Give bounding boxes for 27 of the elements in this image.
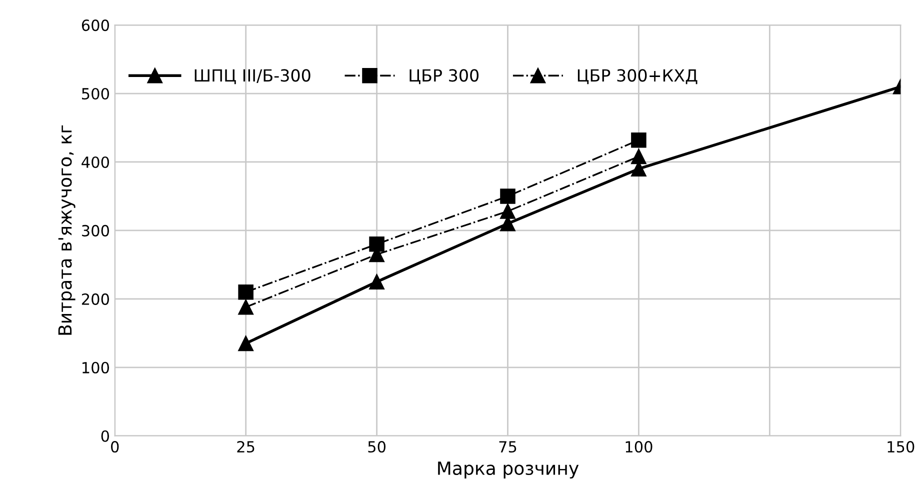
x-tick-label: 150	[888, 441, 914, 453]
y-tick-label: 0	[101, 430, 109, 442]
x-tick-label: 25	[237, 441, 254, 453]
y-tick-label: 300	[82, 224, 109, 236]
x-tick-label: 50	[368, 441, 386, 453]
point	[238, 336, 254, 352]
y-tick-label: 100	[82, 362, 109, 374]
y-tick-label: 500	[82, 88, 109, 100]
y-tick-label: 200	[82, 293, 109, 305]
x-tick-label: 0	[111, 441, 119, 453]
legend-label: ШПЦ III/Б-300	[194, 69, 310, 84]
point	[631, 148, 646, 164]
x-tick-label: 75	[499, 441, 516, 453]
y-tick-label: 400	[82, 156, 109, 168]
x-tick-label: 100	[626, 441, 652, 453]
y-axis-title: Витрата в'яжучого, кг	[58, 125, 76, 335]
legend-label: ЦБР 300+КХД	[578, 69, 698, 84]
point	[238, 284, 254, 300]
point	[369, 236, 384, 252]
point	[500, 204, 516, 219]
y-tick-label: 600	[82, 20, 109, 32]
point	[631, 132, 646, 148]
legend-label: ЦБР 300	[410, 69, 479, 84]
x-axis-title: Марка розчину	[438, 462, 579, 479]
point	[369, 274, 384, 290]
point	[500, 188, 516, 204]
point	[238, 300, 254, 315]
